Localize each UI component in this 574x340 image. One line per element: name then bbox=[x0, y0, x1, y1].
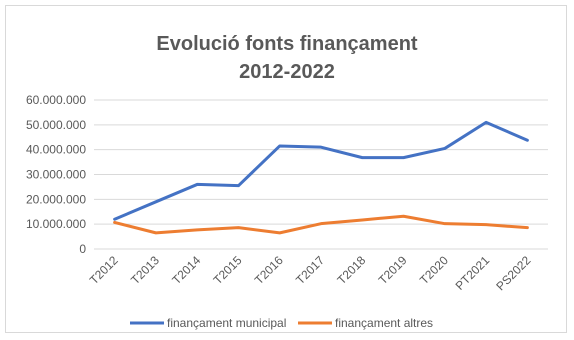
y-tick-label: 40.000.000 bbox=[26, 143, 86, 157]
x-tick-label: T2012 bbox=[87, 253, 121, 287]
y-tick-label: 10.000.000 bbox=[26, 217, 86, 231]
legend-label: finançament altres bbox=[335, 316, 433, 330]
x-tick-label: T2014 bbox=[169, 253, 203, 287]
legend: finançament municipal finançament altres bbox=[130, 316, 433, 330]
x-tick-label: PS2022 bbox=[493, 253, 533, 293]
legend-label: finançament municipal bbox=[167, 316, 286, 330]
x-tick-label: PT2021 bbox=[453, 253, 493, 293]
chart-title-line-2: 2012-2022 bbox=[239, 61, 335, 83]
y-tick-label: 30.000.000 bbox=[26, 168, 86, 182]
x-tick-label: T2013 bbox=[128, 253, 162, 287]
series-lines bbox=[113, 120, 529, 235]
y-tick-label: 60.000.000 bbox=[26, 93, 86, 107]
x-tick-label: T2016 bbox=[252, 253, 286, 287]
series-line-1 bbox=[113, 120, 529, 221]
y-tick-label: 20.000.000 bbox=[26, 192, 86, 206]
chart-frame bbox=[5, 5, 567, 333]
x-tick-label: T2018 bbox=[334, 253, 368, 287]
y-tick-label: 50.000.000 bbox=[26, 118, 86, 132]
x-tick-label: T2017 bbox=[293, 253, 327, 287]
x-tick-label: T2015 bbox=[211, 253, 245, 287]
series-line-2 bbox=[113, 214, 529, 235]
chart-title-line-1: Evolució fonts finançament bbox=[156, 33, 417, 55]
x-axis-ticks: T2012 T2013 T2014 T2015 T2016 T2017 T2018 T2019… bbox=[87, 253, 534, 293]
y-axis-ticks: 0 10.000.000 20.000.000 30.000.000 40.000.00… bbox=[26, 93, 86, 256]
x-tick-label: T2019 bbox=[376, 253, 410, 287]
y-tick-label: 0 bbox=[79, 242, 86, 256]
gridlines bbox=[94, 99, 548, 250]
x-tick-label: T2020 bbox=[417, 253, 451, 287]
